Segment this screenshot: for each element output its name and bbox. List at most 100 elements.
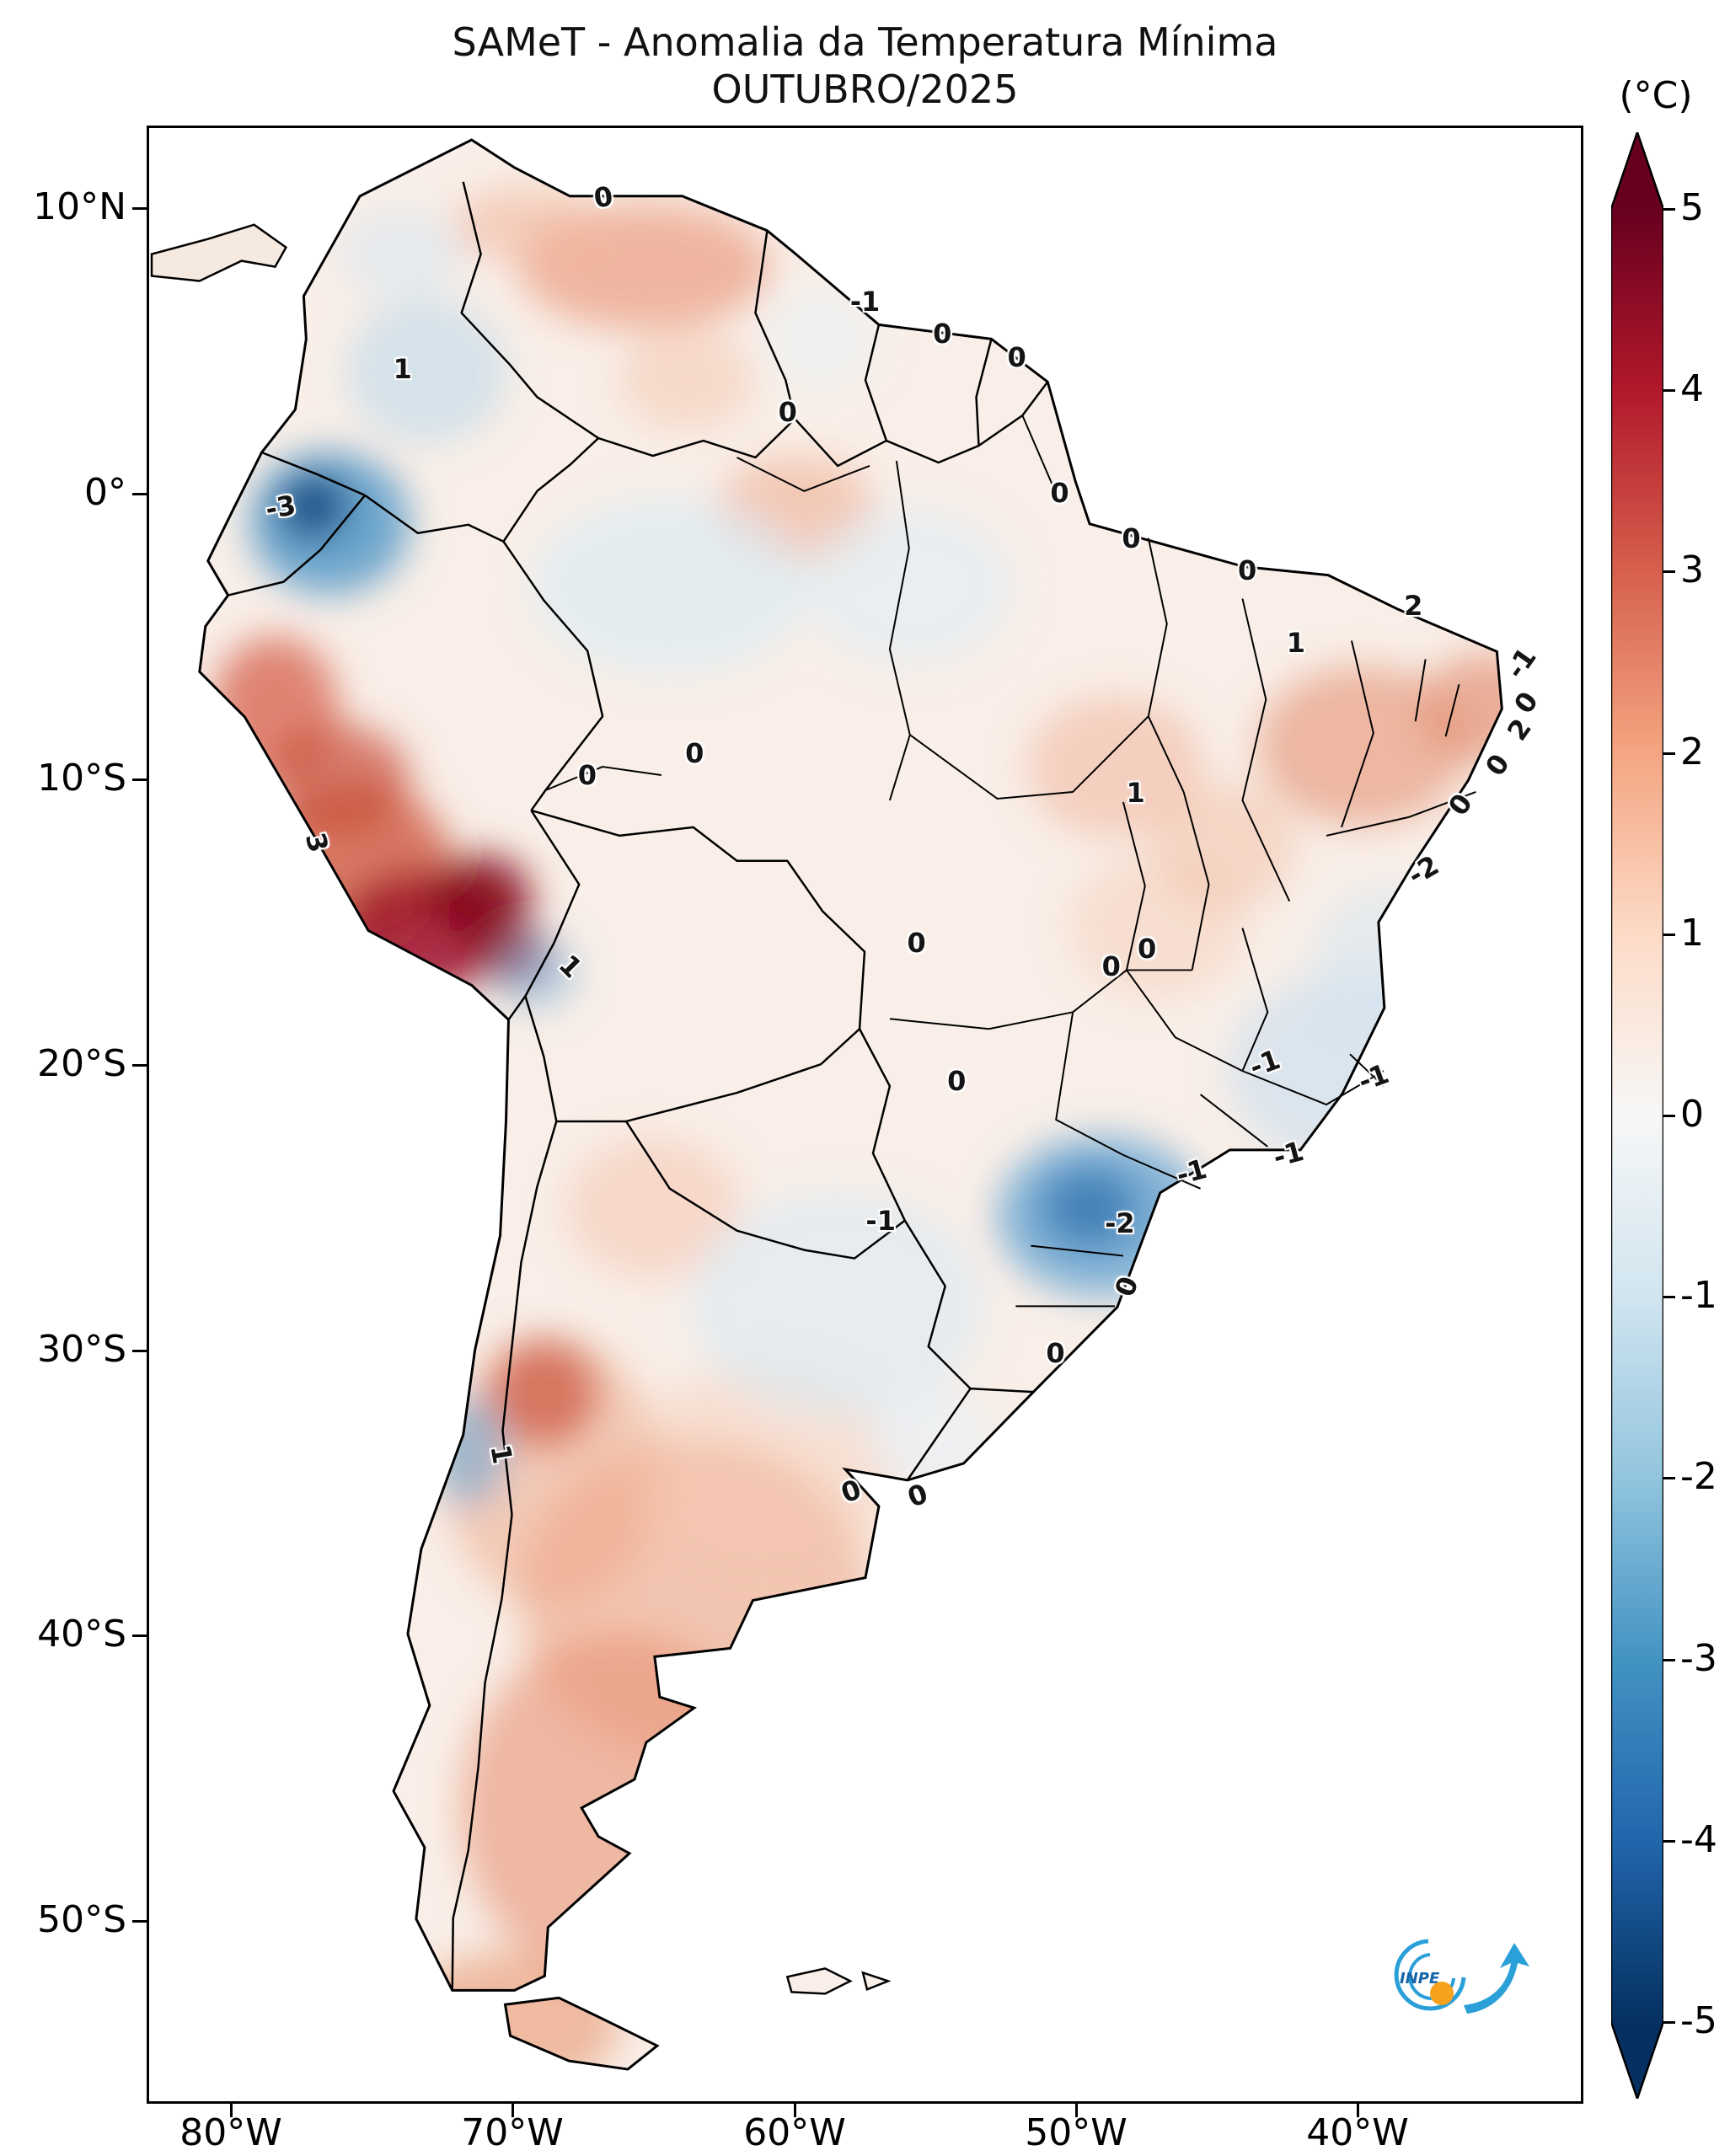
chart-title-block: SAMeT - Anomalia da Temperatura Mínima O… bbox=[147, 19, 1583, 113]
colorbar-tick-label: -5 bbox=[1680, 1999, 1717, 2042]
anomaly-value-label: -2 bbox=[1105, 1206, 1135, 1239]
anomaly-value-label: 0 bbox=[1479, 748, 1517, 783]
anomaly-value-label: -1 bbox=[1353, 1057, 1393, 1098]
anomaly-value-label: -1 bbox=[1270, 1134, 1308, 1174]
colorbar-tick-mark bbox=[1663, 933, 1675, 936]
x-axis-tick-mark bbox=[1075, 2104, 1078, 2117]
colorbar-tick-mark bbox=[1663, 1477, 1675, 1480]
colorbar-tick-label: 1 bbox=[1680, 911, 1704, 955]
anomaly-value-label: -1 bbox=[1172, 1152, 1210, 1191]
anomaly-value-label: 0 bbox=[591, 179, 615, 215]
y-axis-tick-label: 10°S bbox=[37, 757, 126, 800]
colorbar-tick-mark bbox=[1663, 1839, 1675, 1843]
colorbar-gradient-body bbox=[1611, 209, 1663, 2022]
anomaly-value-label: 0 bbox=[1046, 1337, 1065, 1370]
y-axis-tick-mark bbox=[132, 493, 147, 495]
colorbar-tick-mark bbox=[1663, 752, 1675, 755]
colorbar-tick-label: 3 bbox=[1680, 548, 1704, 592]
anomaly-value-label: 0 bbox=[1108, 1271, 1146, 1301]
map-plot-area: 0 -1 0 0 1 0 0 -3 0 0 2 1 -1 0 2 0 0 0 1 0 3 -2 0 0 0 1 -1 -1 0 -1 -1-… bbox=[147, 126, 1583, 2104]
x-axis-tick-label: 70°W bbox=[461, 2111, 564, 2154]
inpe-arrow-icon bbox=[1464, 1943, 1529, 2014]
anomaly-value-label: 0 bbox=[933, 317, 952, 350]
colorbar-tick-mark bbox=[1663, 2021, 1675, 2024]
anomaly-value-label: 0 bbox=[947, 1065, 967, 1098]
colorbar-unit-label: (°C) bbox=[1619, 74, 1693, 117]
anomaly-value-label: 0 bbox=[1050, 477, 1069, 510]
colorbar-tick-label: -1 bbox=[1680, 1274, 1717, 1318]
anomaly-value-label: -1 bbox=[865, 1205, 896, 1238]
chart-subtitle: OUTUBRO/2025 bbox=[711, 67, 1019, 113]
anomaly-value-label: 0 bbox=[907, 927, 926, 960]
colorbar-tick-mark bbox=[1663, 389, 1675, 393]
y-axis-tick-mark bbox=[132, 1350, 147, 1352]
inpe-swirl-outer bbox=[1394, 1939, 1466, 2011]
colorbar-tick-mark bbox=[1663, 570, 1675, 574]
colorbar bbox=[1611, 132, 1663, 2099]
y-axis-tick-label: 40°S bbox=[37, 1613, 126, 1656]
anomaly-value-label: 3 bbox=[298, 829, 335, 856]
annotation-layer: 0 -1 0 0 1 0 0 -3 0 0 2 1 -1 0 2 0 0 0 1 0 3 -2 0 0 0 1 -1 -1 0 -1 -1-… bbox=[149, 128, 1581, 2101]
anomaly-value-label: 1 bbox=[1126, 777, 1145, 810]
colorbar-tick-mark bbox=[1663, 1115, 1675, 1117]
anomaly-value-label: 0 bbox=[1122, 522, 1141, 555]
chart-title: SAMeT - Anomalia da Temperatura Mínima bbox=[452, 19, 1278, 65]
colorbar-tick-mark bbox=[1663, 1296, 1675, 1299]
anomaly-value-label: 0 bbox=[685, 737, 704, 770]
anomaly-value-label: -1 bbox=[849, 286, 881, 318]
colorbar-tick-label: -4 bbox=[1680, 1817, 1717, 1861]
anomaly-value-label: 1 bbox=[552, 949, 588, 985]
anomaly-value-label: 0 bbox=[1101, 950, 1121, 983]
y-axis-tick-label: 20°S bbox=[37, 1042, 126, 1085]
colorbar-tick-label: -2 bbox=[1680, 1455, 1717, 1499]
inpe-orange-ball bbox=[1430, 1982, 1454, 2005]
anomaly-value-label: -1 bbox=[1245, 1043, 1284, 1084]
anomaly-value-label: 0 bbox=[1007, 340, 1026, 373]
y-axis-tick-label: 0° bbox=[84, 471, 126, 514]
anomaly-value-label: -3 bbox=[263, 488, 299, 526]
x-axis-tick-label: 40°W bbox=[1306, 2111, 1409, 2154]
anomaly-value-label: 1 bbox=[1286, 627, 1306, 660]
x-axis-tick-label: 50°W bbox=[1025, 2111, 1127, 2154]
colorbar-tick-label: 5 bbox=[1680, 186, 1704, 229]
colorbar-tick-label: 0 bbox=[1680, 1093, 1704, 1136]
anomaly-value-label: 0 bbox=[778, 396, 797, 429]
colorbar-tick-label: 4 bbox=[1680, 367, 1704, 411]
colorbar-tick-mark bbox=[1663, 1658, 1675, 1661]
state-borders bbox=[544, 415, 1476, 1308]
colorbar-svg bbox=[1611, 132, 1663, 2099]
y-axis-tick-mark bbox=[132, 1920, 147, 1923]
colorbar-tick-label: -3 bbox=[1680, 1636, 1717, 1680]
colorbar-tick-label: 2 bbox=[1680, 730, 1704, 773]
y-axis-tick-label: 30°S bbox=[37, 1328, 126, 1371]
y-axis-tick-mark bbox=[132, 1064, 147, 1067]
anomaly-value-label: 1 bbox=[393, 352, 412, 385]
x-axis-tick-mark bbox=[512, 2104, 514, 2117]
anomaly-value-label: 0 bbox=[1442, 788, 1480, 822]
inpe-logo: INPE bbox=[1394, 1939, 1529, 2014]
x-axis-tick-mark bbox=[794, 2104, 796, 2117]
anomaly-value-label: 0 bbox=[577, 759, 597, 792]
anomaly-value-label: 0 bbox=[903, 1477, 933, 1514]
colorbar-bottom-arrow bbox=[1611, 2022, 1663, 2099]
y-axis-tick-mark bbox=[132, 207, 147, 210]
colorbar-tick-mark bbox=[1663, 208, 1675, 211]
country-borders bbox=[228, 181, 1049, 1991]
south-america-map bbox=[150, 138, 1503, 2071]
x-axis-tick-label: 80°W bbox=[179, 2111, 282, 2154]
colorbar-top-arrow bbox=[1611, 132, 1663, 209]
anomaly-value-label: 1 bbox=[484, 1442, 519, 1467]
anomaly-value-label: 0 bbox=[1237, 554, 1257, 586]
y-axis-tick-mark bbox=[132, 1634, 147, 1637]
anomaly-value-label: 0 bbox=[836, 1473, 865, 1510]
x-axis-tick-mark bbox=[230, 2104, 233, 2117]
x-axis-tick-mark bbox=[1357, 2104, 1359, 2117]
y-axis-tick-label: 50°S bbox=[37, 1898, 126, 1941]
anomaly-value-label: -2 bbox=[1402, 848, 1445, 891]
y-axis-tick-mark bbox=[132, 778, 147, 781]
anomaly-value-label: 0 bbox=[1138, 933, 1157, 966]
anomaly-value-label: 2 bbox=[1404, 589, 1423, 622]
anomaly-value-label: -1 bbox=[1498, 641, 1543, 685]
inpe-logo-text: INPE bbox=[1400, 1970, 1440, 1987]
